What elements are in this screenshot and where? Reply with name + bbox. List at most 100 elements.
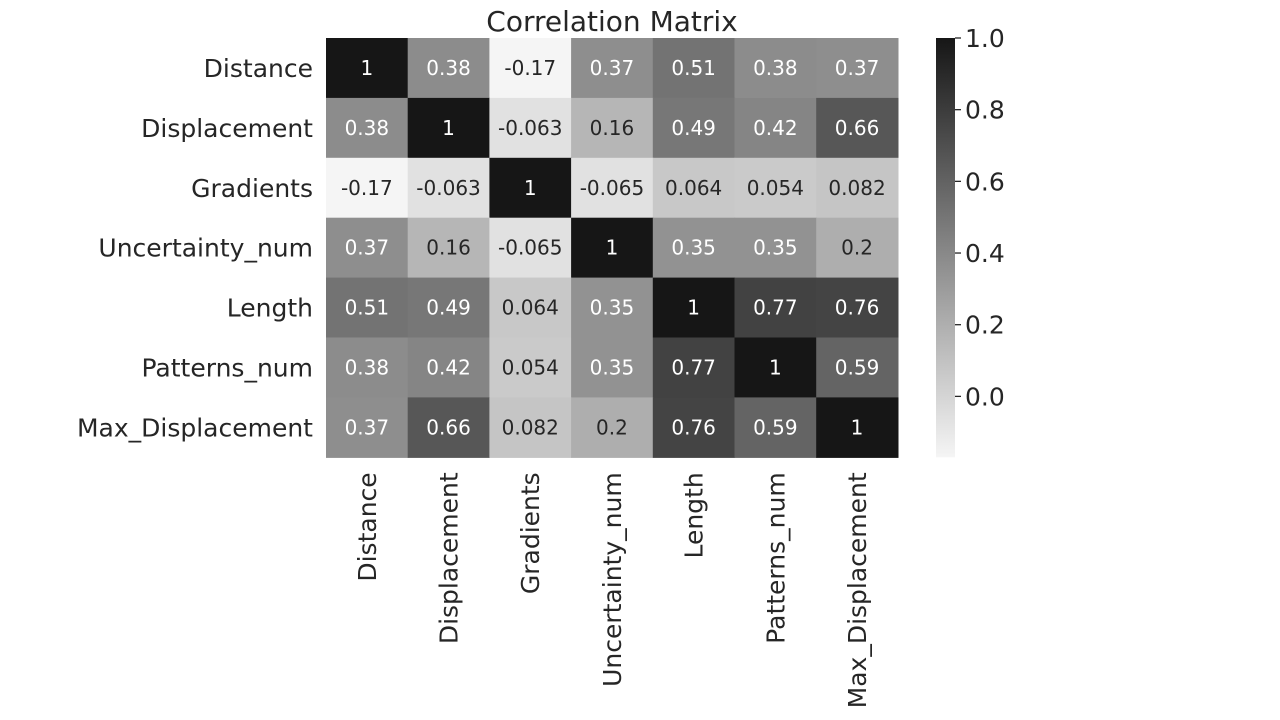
heatmap-cell — [489, 397, 572, 458]
heatmap-cell — [489, 277, 572, 339]
heatmap-cell — [489, 217, 572, 279]
heatmap-cell — [571, 157, 654, 219]
cell-value-label: 0.38 — [345, 355, 390, 379]
cell-value-label: 0.37 — [590, 56, 635, 80]
heatmap-cell — [652, 97, 736, 159]
heatmap-cell — [734, 157, 817, 219]
cell-value-label: 1 — [524, 176, 537, 200]
heatmap-cell — [734, 97, 817, 159]
cell-value-label: 0.064 — [665, 176, 722, 200]
heatmap-cell — [652, 277, 736, 339]
cell-value-label: 0.16 — [590, 116, 635, 140]
heatmap-cell — [571, 277, 654, 339]
cell-value-label: 0.2 — [841, 236, 873, 260]
heatmap-cell — [652, 38, 736, 99]
heatmap-cell — [816, 38, 899, 99]
column-tick-label: Distance — [353, 472, 382, 581]
row-tick-label: Uncertainty_num — [98, 234, 313, 263]
heatmap-cell — [326, 97, 409, 159]
cell-value-label: 0.35 — [590, 355, 635, 379]
row-tick-label: Displacement — [141, 114, 313, 143]
heatmap-cell — [326, 277, 409, 339]
heatmap-cell — [489, 157, 572, 219]
heatmap-cell — [326, 38, 409, 99]
heatmap-cell — [652, 157, 736, 219]
heatmap-cell — [571, 337, 654, 398]
cell-value-label: 1 — [360, 56, 373, 80]
heatmap-cell — [326, 337, 409, 398]
row-tick-label: Length — [227, 294, 313, 323]
heatmap-cell — [816, 277, 899, 339]
cell-value-label: -0.063 — [416, 176, 480, 200]
heatmap-cell — [407, 38, 490, 99]
heatmap-cell — [652, 397, 736, 458]
colorbar-tick-label: 0.4 — [965, 239, 1005, 268]
heatmap-cell — [652, 217, 736, 279]
cell-value-label: -0.065 — [498, 236, 562, 260]
heatmap-cell — [816, 217, 899, 279]
cell-value-label: 0.35 — [753, 236, 798, 260]
heatmap-cell — [407, 337, 490, 398]
cell-value-label: -0.065 — [580, 176, 644, 200]
cell-value-label: 0.42 — [753, 116, 798, 140]
cell-value-label: 0.37 — [835, 56, 880, 80]
cell-value-label: 0.082 — [502, 415, 559, 439]
cell-value-label: 0.59 — [835, 355, 880, 379]
row-tick-label: Patterns_num — [141, 353, 313, 382]
cell-value-label: 0.054 — [747, 176, 804, 200]
cell-value-label: -0.063 — [498, 116, 562, 140]
heatmap-cell — [407, 217, 490, 279]
colorbar-tick-label: 0.0 — [965, 382, 1005, 411]
heatmap-cells: 1 0.38 -0.17 0.37 0.51 0.38 0.37 0.38 1 -0.063 0.1… — [326, 38, 899, 458]
heatmap-cell — [734, 217, 817, 279]
cell-value-label: 0.38 — [426, 56, 471, 80]
cell-value-label: 0.76 — [835, 296, 880, 320]
column-tick-label: Uncertainty_num — [598, 472, 627, 687]
cell-value-label: 1 — [687, 296, 700, 320]
cell-value-label: 1 — [606, 236, 619, 260]
colorbar-gradient — [936, 38, 955, 458]
cell-value-label: 0.38 — [753, 56, 798, 80]
colorbar: 1.0 0.8 0.6 0.4 0.2 0.0 — [936, 24, 1005, 458]
colorbar-ticks: 1.0 0.8 0.6 0.4 0.2 0.0 — [955, 24, 1005, 411]
cell-value-label: 0.77 — [671, 355, 716, 379]
chart-title: Correlation Matrix — [486, 5, 737, 38]
heatmap-cell — [652, 337, 736, 398]
heatmap-cell — [734, 337, 817, 398]
cell-value-label: 0.76 — [671, 415, 716, 439]
heatmap-cell — [571, 217, 654, 279]
cell-value-label: 0.59 — [753, 415, 798, 439]
row-tick-label: Distance — [204, 54, 313, 83]
cell-value-label: 0.66 — [835, 116, 880, 140]
cell-value-label: 0.66 — [426, 415, 471, 439]
heatmap-cell — [407, 97, 490, 159]
heatmap-cell — [407, 157, 490, 219]
cell-value-label: 0.42 — [426, 355, 471, 379]
cell-value-label: 0.064 — [502, 296, 559, 320]
cell-value-label: 1 — [769, 355, 782, 379]
heatmap-cell — [407, 277, 490, 339]
column-tick-label: Patterns_num — [761, 472, 790, 644]
heatmap-cell — [489, 337, 572, 398]
cell-value-label: -0.17 — [341, 176, 393, 200]
heatmap-cell — [489, 38, 572, 99]
heatmap-cell — [407, 397, 490, 458]
cell-value-label: 0.49 — [671, 116, 716, 140]
cell-value-label: 0.2 — [596, 415, 628, 439]
heatmap-cell — [816, 337, 899, 398]
colorbar-tick-label: 0.6 — [965, 167, 1005, 196]
heatmap-cell — [734, 397, 817, 458]
heatmap-cell — [571, 38, 654, 99]
column-tick-label: Length — [680, 472, 709, 558]
heatmap-cell — [326, 217, 409, 279]
cell-value-label: 0.49 — [426, 296, 471, 320]
column-labels: Distance Displacement Gradients Uncertainty… — [353, 472, 872, 708]
cell-value-label: 0.51 — [671, 56, 716, 80]
row-tick-label: Max_Displacement — [77, 413, 313, 442]
colorbar-tick-label: 0.2 — [965, 311, 1005, 340]
cell-value-label: 0.77 — [753, 296, 798, 320]
column-tick-label: Displacement — [435, 472, 464, 644]
cell-value-label: 0.35 — [590, 296, 635, 320]
cell-value-label: 0.37 — [345, 415, 390, 439]
colorbar-tick-label: 0.8 — [965, 96, 1005, 125]
